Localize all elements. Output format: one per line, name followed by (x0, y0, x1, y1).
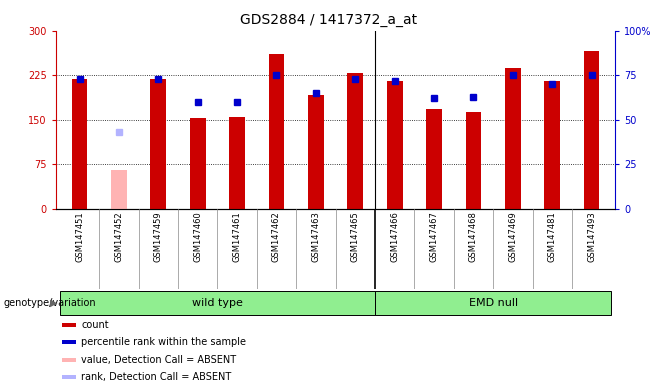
Text: GSM147469: GSM147469 (509, 211, 517, 262)
Bar (62, 340, 76, 344)
Bar (347, 73, 363, 209)
Bar (375, 291, 611, 315)
Bar (268, 55, 284, 209)
Text: value, Detection Call = ABSENT: value, Detection Call = ABSENT (81, 355, 236, 365)
Bar (62, 375, 76, 379)
Text: GSM147481: GSM147481 (547, 211, 557, 262)
Text: GDS2884 / 1417372_a_at: GDS2884 / 1417372_a_at (240, 13, 418, 27)
Bar (505, 68, 520, 209)
Bar (62, 358, 76, 362)
Text: GSM147452: GSM147452 (114, 211, 124, 262)
Text: GSM147493: GSM147493 (587, 211, 596, 262)
Text: rank, Detection Call = ABSENT: rank, Detection Call = ABSENT (81, 372, 232, 382)
Bar (466, 112, 481, 209)
Text: ▶: ▶ (50, 298, 58, 308)
Text: wild type: wild type (192, 298, 243, 308)
Text: GSM147465: GSM147465 (351, 211, 360, 262)
Text: percentile rank within the sample: percentile rank within the sample (81, 337, 246, 348)
Bar (426, 109, 442, 209)
Bar (308, 95, 324, 209)
Text: GSM147468: GSM147468 (469, 211, 478, 262)
Bar (60, 291, 375, 315)
Text: GSM147461: GSM147461 (233, 211, 241, 262)
Bar (62, 323, 76, 327)
Text: GSM147462: GSM147462 (272, 211, 281, 262)
Bar (584, 51, 599, 209)
Text: GSM147459: GSM147459 (154, 211, 163, 262)
Text: count: count (81, 320, 109, 330)
Bar (72, 79, 88, 209)
Bar (111, 170, 127, 209)
Bar (544, 81, 560, 209)
Bar (151, 79, 166, 209)
Bar (387, 81, 403, 209)
Text: genotype/variation: genotype/variation (3, 298, 96, 308)
Bar (229, 117, 245, 209)
Bar (190, 118, 205, 209)
Text: EMD null: EMD null (468, 298, 518, 308)
Text: GSM147460: GSM147460 (193, 211, 202, 262)
Text: GSM147466: GSM147466 (390, 211, 399, 262)
Text: GSM147467: GSM147467 (430, 211, 438, 262)
Text: GSM147451: GSM147451 (75, 211, 84, 262)
Text: GSM147463: GSM147463 (311, 211, 320, 262)
